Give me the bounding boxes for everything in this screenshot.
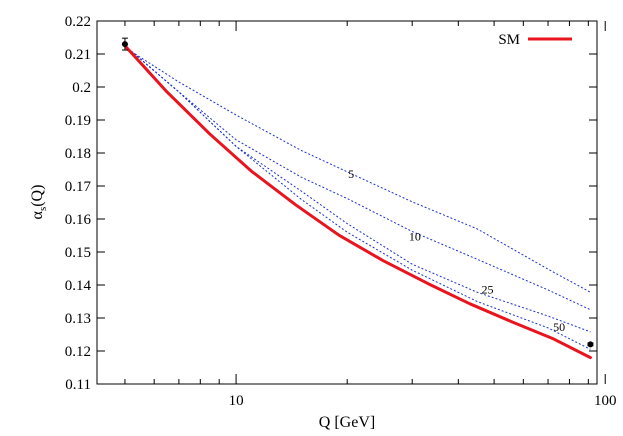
y-axis-label-main: α [29,210,46,219]
curve-25 [124,45,591,333]
y-tick-label: 0.11 [65,377,91,393]
y-tick-label: 0.13 [65,311,91,327]
y-tick-label: 0.14 [65,278,92,294]
curve-5 [124,46,591,293]
data-point [587,341,594,348]
curve-sm [123,44,592,360]
y-tick-label: 0.21 [65,47,91,63]
curve-label-10: 10 [409,229,421,243]
y-axis-label-suffix: (Q) [29,185,46,207]
legend: SM [498,32,572,48]
x-axis-label: Q [GeV] [319,414,375,431]
y-tick-label: 0.15 [65,245,91,261]
data-points [121,37,594,348]
axis-tick-labels: 0.11 0.12 0.13 0.14 0.15 0.16 0.17 0.18 0.19 0.2 0… [65,14,617,409]
legend-label-sm: SM [498,32,520,48]
curve-label-50: 50 [553,320,565,334]
y-axis-label: αs(Q) [29,185,49,220]
data-point [121,41,128,48]
curves [123,44,592,360]
plot-frame [96,20,598,385]
curve-10 [124,45,591,311]
y-axis-label-sub: s [37,207,49,211]
y-tick-label: 0.16 [65,212,92,228]
curve-50 [124,45,591,350]
y-tick-label: 0.12 [65,344,91,360]
curve-label-25: 25 [482,282,494,296]
y-tick-label: 0.18 [65,146,91,162]
curve-label-5: 5 [348,167,354,181]
y-tick-label: 0.2 [72,80,91,96]
axis-ticks [97,20,606,385]
y-tick-label: 0.22 [65,14,91,30]
x-tick-label: 100 [594,393,617,409]
y-tick-label: 0.19 [65,113,91,129]
y-tick-label: 0.17 [65,179,92,195]
curve-labels: 5 10 25 50 [348,167,565,334]
x-tick-label: 10 [229,393,244,409]
